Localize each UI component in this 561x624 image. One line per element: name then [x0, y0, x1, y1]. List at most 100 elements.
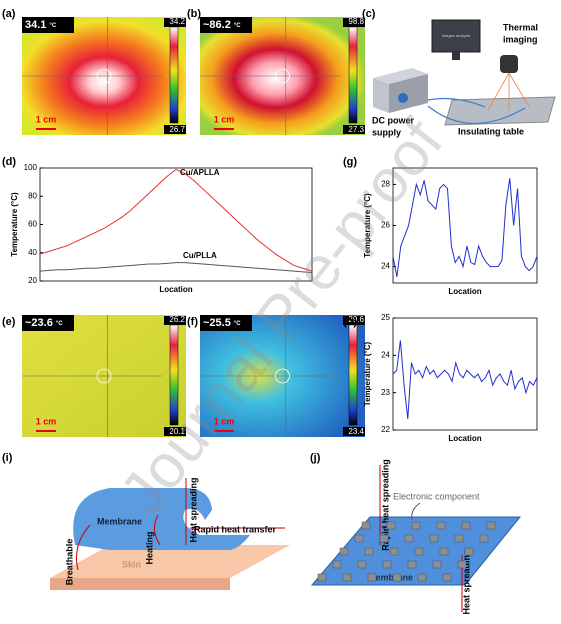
camera-label: Thermal — [503, 22, 538, 32]
readout-value: ~86.2 — [203, 19, 231, 31]
spot — [275, 68, 290, 84]
panel-label: (f) — [187, 316, 198, 328]
readout-value: 34.1 — [25, 19, 46, 31]
component — [392, 573, 402, 582]
component — [436, 521, 446, 530]
component — [339, 547, 349, 556]
y-tick-label: 22 — [381, 425, 390, 434]
power-knob — [398, 93, 408, 103]
pointer — [411, 502, 421, 521]
component — [439, 547, 449, 556]
monitor-stand — [452, 52, 460, 60]
y-tick-label: 26 — [381, 221, 390, 230]
y-axis-label: Temperature (°C) — [363, 341, 372, 406]
setup-diagram: Images analysis Thermal imaging DC power… — [372, 19, 556, 137]
component — [386, 521, 396, 530]
series-label: Cu/PLLA — [183, 251, 217, 260]
readout: 34.1 °C — [25, 19, 57, 31]
readout-bg — [200, 17, 252, 33]
monitor-text: Images analysis — [442, 33, 471, 38]
component — [342, 573, 352, 582]
scale-max: 98.8 — [348, 17, 364, 26]
scale-max: 29.6 — [348, 315, 364, 324]
skin-top — [50, 545, 290, 578]
table-shape — [444, 96, 556, 126]
component — [432, 560, 442, 569]
scale-min: 23.4 — [348, 427, 364, 436]
component — [414, 547, 424, 556]
x-axis-label: Location — [448, 434, 481, 443]
thermal-images: 34.1 °C 34.226.71 cm~86.2 °C 98.827.31 cm~23… — [22, 17, 365, 437]
label: Skin — [122, 559, 141, 569]
scale-bg — [164, 18, 186, 27]
component — [317, 573, 327, 582]
scale-min: 27.3 — [348, 125, 364, 134]
arrow — [154, 514, 161, 546]
panel-label: (j) — [310, 452, 321, 464]
power-label: supply — [372, 127, 401, 137]
label: Electronic component — [393, 491, 480, 501]
readout-bg — [22, 315, 74, 331]
panel-label: (e) — [2, 316, 16, 328]
charts: 20 40 60 80 100 Temperature (°C) Location Cu/AP… — [10, 163, 538, 443]
label: Heat spreading — [188, 477, 198, 542]
array-diagram: Rapid heat spreading Electronic componen… — [310, 459, 522, 615]
colorbar — [348, 26, 358, 124]
series-label: Cu/APLLA — [180, 168, 220, 177]
component — [382, 560, 392, 569]
component — [411, 521, 421, 530]
readout-unit: °C — [49, 23, 56, 29]
power-side — [389, 74, 428, 113]
component — [332, 560, 342, 569]
series-line — [39, 168, 313, 272]
power-front — [373, 78, 389, 113]
spot — [96, 368, 112, 384]
spot — [96, 68, 112, 84]
scale-min: 20.1 — [169, 427, 185, 436]
membrane-shape — [73, 488, 250, 550]
panel-label: (g) — [343, 156, 357, 168]
camera-label: imaging — [503, 34, 538, 44]
readout: ~86.2 °C — [203, 19, 241, 31]
component — [407, 560, 417, 569]
y-axis-label: Temperature (°C) — [10, 192, 19, 257]
label: Breathable — [64, 539, 74, 586]
label: Heating — [144, 531, 154, 564]
y-tick-label: 100 — [24, 163, 38, 172]
panel-label: (a) — [2, 8, 16, 20]
y-tick-label: 60 — [28, 220, 37, 229]
skin-front — [50, 578, 230, 590]
series-line — [392, 340, 538, 419]
component — [379, 534, 389, 543]
readout: ~23.6 °C — [25, 317, 63, 329]
component — [357, 560, 367, 569]
plot-frame — [39, 167, 313, 282]
arrow — [76, 524, 91, 571]
readout-unit: °C — [234, 321, 241, 327]
panel-labels: (a) (b) (c) (d) (e) (f) (g) (h) (i) (j) — [2, 8, 376, 464]
colorbar — [169, 26, 179, 124]
table-label: Insulating table — [458, 126, 524, 136]
camera — [500, 55, 518, 73]
series-line — [39, 262, 313, 274]
component — [361, 521, 371, 530]
readout-bg — [200, 315, 252, 331]
y-tick-label: 28 — [381, 180, 390, 189]
y-tick-label: 40 — [28, 248, 37, 257]
y-tick-label: 24 — [381, 350, 390, 359]
readout-unit: °C — [56, 321, 63, 327]
label: Rapid heat transfer — [194, 524, 277, 534]
scale-min: 26.7 — [169, 125, 185, 134]
readout-value: ~25.5 — [203, 317, 231, 329]
series-line — [392, 178, 538, 277]
power-top — [373, 68, 428, 84]
readout-unit: °C — [234, 23, 241, 29]
x-axis-label: Location — [448, 287, 481, 296]
scale-max: 26.2 — [169, 315, 185, 324]
label: Membrane — [97, 516, 142, 526]
scale-bg — [343, 427, 365, 436]
scale-bg — [343, 316, 365, 325]
component — [457, 560, 467, 569]
y-tick-label: 25 — [381, 313, 390, 322]
